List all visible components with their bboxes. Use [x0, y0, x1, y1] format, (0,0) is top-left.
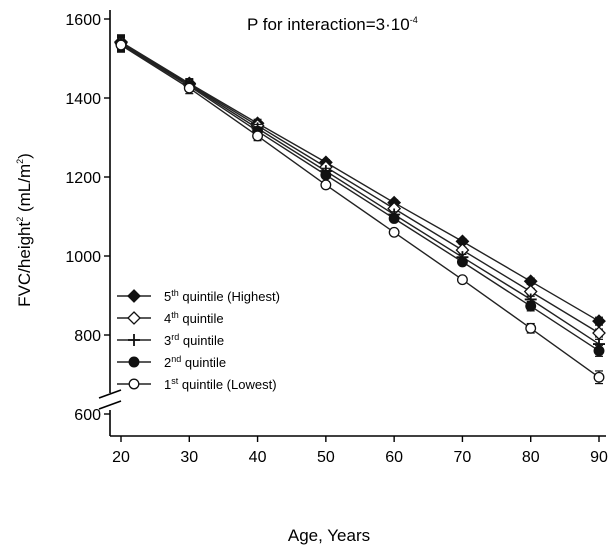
data-point [320, 179, 332, 191]
x-tick-label: 90 [590, 449, 608, 466]
interaction-p-value: P for interaction=3·10-4 [247, 15, 418, 34]
x-tick-label: 60 [385, 449, 403, 466]
legend-marker [128, 356, 140, 368]
x-axis-label: Age, Years [288, 526, 370, 545]
y-tick-label: 1200 [65, 170, 101, 187]
y-axis-label: FVC/height2 (mL/m2) [15, 153, 34, 307]
legend-item: 2nd quintile [117, 354, 226, 370]
data-point [388, 226, 400, 238]
legend-label: 4th quintile [164, 310, 224, 326]
data-point [456, 256, 468, 268]
legend-item: 5th quintile (Highest) [117, 288, 280, 304]
x-tick-label: 70 [454, 449, 472, 466]
data-point [525, 322, 537, 334]
legend: 5th quintile (Highest) 4th quintile 3rd qu… [117, 288, 280, 392]
x-ticks: 20 30 40 50 60 70 80 90 [112, 436, 608, 466]
x-tick-label: 30 [180, 449, 198, 466]
x-tick-label: 40 [249, 449, 267, 466]
axis-break-marks [98, 389, 122, 410]
axes [98, 10, 606, 437]
x-tick-label: 50 [317, 449, 335, 466]
legend-marker [127, 311, 141, 325]
legend-item: 4th quintile [117, 310, 224, 326]
data-point [320, 169, 332, 181]
data-point [388, 213, 400, 224]
data-point [456, 274, 468, 286]
data-point [252, 130, 264, 142]
data-point [593, 345, 605, 357]
x-tick-label: 20 [112, 449, 130, 466]
y-tick-label: 800 [74, 328, 101, 345]
interaction-p-text: P for interaction=3·10 [247, 15, 410, 34]
legend-marker [128, 378, 140, 390]
y-tick-label: 1600 [65, 12, 101, 29]
series-5 [115, 37, 605, 385]
legend-label: 2nd quintile [164, 354, 226, 370]
x-tick-label: 80 [522, 449, 540, 466]
legend-item: 1st quintile (Lowest) [117, 376, 277, 392]
legend-label: 1st quintile (Lowest) [164, 376, 277, 392]
series-line [120, 42, 600, 345]
y-ticks: 600 800 1000 1200 1400 1600 [65, 12, 110, 424]
series-layer [114, 34, 606, 385]
data-point [592, 314, 606, 329]
series-line [120, 41, 600, 322]
legend-label: 3rd quintile [164, 332, 224, 348]
data-point [593, 371, 605, 383]
series-line [120, 43, 600, 352]
data-point [525, 300, 537, 312]
data-point [115, 39, 127, 51]
data-point [183, 82, 195, 94]
interaction-p-exponent: -4 [410, 15, 418, 25]
series-line [120, 42, 600, 334]
y-tick-label: 1000 [65, 249, 101, 266]
data-point [592, 326, 606, 340]
y-tick-label: 600 [74, 407, 101, 424]
legend-label: 5th quintile (Highest) [164, 288, 280, 304]
legend-marker [128, 334, 140, 346]
legend-item: 3rd quintile [117, 332, 224, 348]
series-line [120, 44, 600, 378]
legend-marker [127, 289, 141, 303]
y-tick-label: 1400 [65, 91, 101, 108]
